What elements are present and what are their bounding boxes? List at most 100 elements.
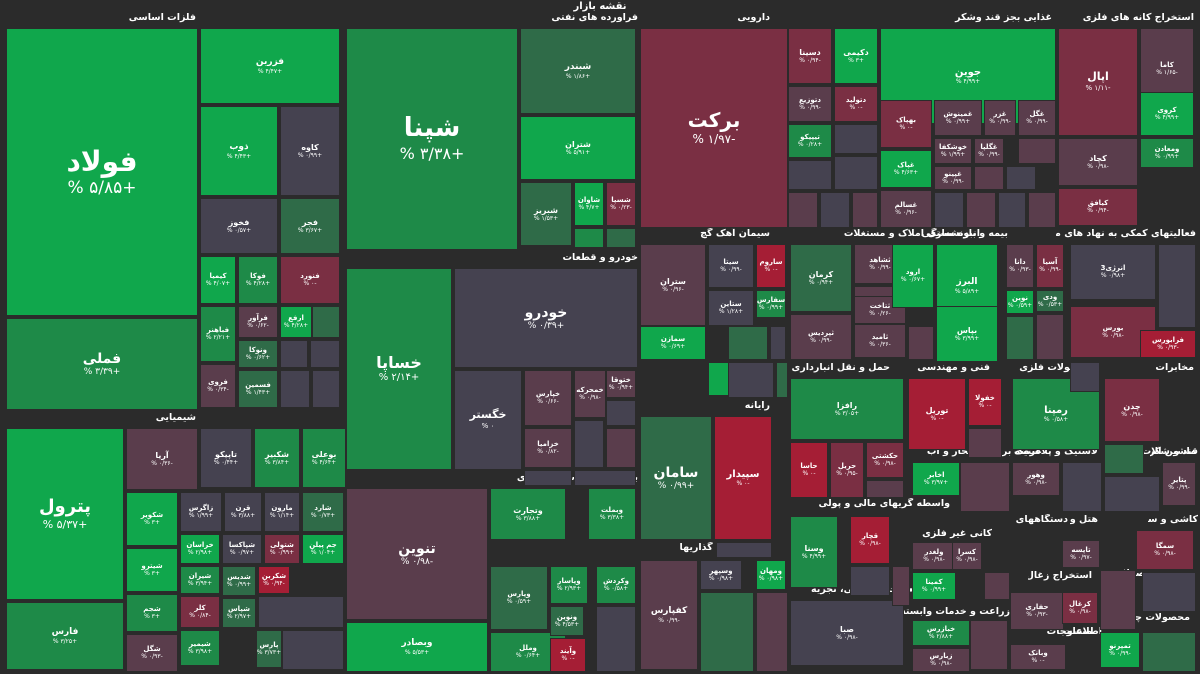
- stock-tile[interactable]: غگلپا -۰/۹۹ %: [974, 138, 1004, 164]
- stock-tile[interactable]: شگل -۰/۹۳ %: [126, 634, 178, 672]
- stock-tile[interactable]: ومعادن +۰/۹۹ %: [1140, 138, 1194, 168]
- stock-tile[interactable]: [1018, 138, 1056, 164]
- stock-tile[interactable]: وپارس +۰/۵۹ %: [490, 566, 548, 630]
- stock-tile[interactable]: دتولید -۰ %: [834, 86, 878, 122]
- stock-tile[interactable]: [1142, 572, 1196, 612]
- stock-tile[interactable]: صبا -۰/۹۸ %: [790, 600, 904, 666]
- stock-tile[interactable]: [908, 326, 934, 360]
- stock-tile[interactable]: [968, 428, 1002, 458]
- stock-tile[interactable]: بپاس +۳/۹۹ %: [936, 306, 998, 362]
- stock-tile[interactable]: [984, 572, 1010, 600]
- stock-tile[interactable]: کروی +۴/۹۹ %: [1140, 92, 1194, 136]
- stock-tile[interactable]: ولغدر -۰/۹۸ %: [912, 542, 956, 570]
- stock-tile[interactable]: ونوکا +۰/۶۲ %: [238, 340, 278, 368]
- stock-tile[interactable]: [700, 592, 754, 672]
- stock-tile[interactable]: شدیس +۰/۹۹ %: [222, 566, 256, 596]
- stock-tile[interactable]: [892, 566, 910, 606]
- stock-tile[interactable]: [280, 340, 308, 368]
- stock-tile[interactable]: تاپسه -۰/۹۷ %: [1062, 540, 1100, 568]
- stock-tile[interactable]: [1062, 462, 1102, 512]
- stock-tile[interactable]: رافزا +۳/۰۵ %: [790, 378, 904, 440]
- stock-tile[interactable]: کزغال -۰/۹۸ %: [1062, 592, 1098, 624]
- stock-tile[interactable]: وپاسار +۲/۹۳ %: [550, 566, 588, 604]
- stock-tile[interactable]: فباهنر +۲/۲۱ %: [200, 306, 236, 362]
- stock-tile[interactable]: فسمین +۱/۴۳ %: [238, 370, 278, 408]
- stock-tile[interactable]: فخوز +۰/۵۷ %: [200, 198, 278, 254]
- stock-tile[interactable]: فرابورس -۰/۹۳ %: [1140, 330, 1196, 358]
- stock-tile[interactable]: کیمیا +۴/۰۷ %: [200, 256, 236, 304]
- stock-tile[interactable]: ثپردیس -۰/۹۹ %: [790, 314, 852, 360]
- stock-tile[interactable]: مارون +۱/۱۴ %: [264, 492, 300, 532]
- stock-tile[interactable]: شیران +۳/۹۴ %: [180, 566, 220, 594]
- stock-tile[interactable]: کچاد -۰/۹۸ %: [1058, 138, 1138, 186]
- stock-tile[interactable]: غمینوش +۰/۹۹ %: [934, 100, 982, 136]
- stock-tile[interactable]: [1070, 362, 1100, 392]
- stock-tile[interactable]: پارس +۳/۷۳ %: [256, 630, 282, 668]
- stock-tile[interactable]: [974, 166, 1004, 190]
- stock-tile[interactable]: شپنا +۳/۳۸ %: [346, 28, 518, 250]
- stock-tile[interactable]: نوین +۰/۵۹ %: [1006, 290, 1034, 314]
- stock-tile[interactable]: اپال -۱/۱۱ %: [1058, 28, 1138, 136]
- stock-tile[interactable]: وبملت +۳/۳۸ %: [588, 488, 636, 540]
- stock-tile[interactable]: شیترو +۳ %: [126, 548, 178, 592]
- stock-tile[interactable]: [574, 420, 604, 468]
- stock-tile[interactable]: خگستر ۰ %: [454, 370, 522, 470]
- stock-tile[interactable]: وتجارت +۳/۸۸ %: [490, 488, 566, 540]
- stock-tile[interactable]: شسپا -۰/۲۳ %: [606, 182, 636, 226]
- stock-tile[interactable]: [1142, 632, 1196, 672]
- stock-tile[interactable]: برکت -۱/۹۷ %: [640, 28, 788, 228]
- stock-tile[interactable]: تمپرنو -۰/۹۹ %: [1100, 632, 1140, 668]
- stock-tile[interactable]: [960, 462, 1010, 512]
- stock-tile[interactable]: غپاک +۴/۶۳ %: [880, 150, 932, 188]
- stock-tile[interactable]: ستران -۰/۹۶ %: [640, 244, 706, 326]
- stock-tile[interactable]: شجم +۳ %: [126, 594, 178, 632]
- stock-tile[interactable]: وهور -۰/۹۸ %: [1012, 462, 1060, 496]
- stock-tile[interactable]: [966, 192, 996, 228]
- stock-tile[interactable]: بوعلی +۴/۶۴ %: [302, 428, 346, 488]
- stock-tile[interactable]: [788, 192, 818, 228]
- stock-tile[interactable]: [866, 480, 904, 498]
- stock-tile[interactable]: [310, 340, 340, 368]
- stock-tile[interactable]: پتایر -۰/۹۹ %: [1162, 462, 1196, 506]
- stock-tile[interactable]: [606, 400, 636, 426]
- stock-tile[interactable]: [1006, 316, 1034, 360]
- stock-tile[interactable]: فزرین +۴/۴۷ %: [200, 28, 340, 104]
- stock-tile[interactable]: شپاس +۲/۹۷ %: [222, 598, 256, 628]
- stock-tile[interactable]: غزر -۰/۹۹ %: [984, 100, 1016, 136]
- stock-tile[interactable]: شتران +۵/۹۱ %: [520, 116, 636, 180]
- stock-tile[interactable]: خراسان +۲/۹۸ %: [180, 534, 220, 564]
- stock-tile[interactable]: خوشکفا +۱/۹۹ %: [934, 138, 972, 164]
- stock-tile[interactable]: [970, 620, 1008, 670]
- stock-tile[interactable]: [596, 606, 636, 672]
- stock-tile[interactable]: ذوب +۴/۴۳ %: [200, 106, 278, 196]
- stock-tile[interactable]: [934, 192, 964, 228]
- stock-tile[interactable]: [258, 596, 344, 628]
- stock-tile[interactable]: شتولی +۰/۹۹ %: [264, 534, 300, 564]
- stock-tile[interactable]: ودی +۰/۵۳ %: [1036, 290, 1064, 312]
- stock-tile[interactable]: وسنا +۴/۹۹ %: [790, 516, 838, 588]
- stock-tile[interactable]: زبارس -۰/۹۸ %: [912, 648, 970, 672]
- stock-tile[interactable]: انرژی3 +۰/۹۸ %: [1070, 244, 1156, 300]
- stock-tile[interactable]: [834, 124, 878, 154]
- stock-tile[interactable]: حکشتی -۰/۹۸ %: [866, 442, 904, 478]
- stock-tile[interactable]: [282, 630, 344, 670]
- stock-tile[interactable]: دتوزیع -۰/۹۹ %: [788, 86, 832, 122]
- stock-tile[interactable]: [998, 192, 1026, 228]
- stock-tile[interactable]: قرن +۳/۸۸ %: [224, 492, 262, 532]
- stock-tile[interactable]: وبانک -۰ %: [1010, 644, 1066, 670]
- stock-tile[interactable]: تنوین -۰/۹۸ %: [346, 488, 488, 620]
- stock-tile[interactable]: وبصادر +۵/۵۳ %: [346, 622, 488, 672]
- stock-tile[interactable]: فارس +۳/۲۵ %: [6, 602, 124, 670]
- stock-tile[interactable]: [834, 156, 878, 190]
- stock-tile[interactable]: کفپارس -۰/۹۹ %: [640, 560, 698, 670]
- stock-tile[interactable]: کمینا +۰/۹۹ %: [912, 572, 956, 600]
- stock-tile[interactable]: آریا -۰/۳۶ %: [126, 428, 198, 490]
- stock-tile[interactable]: خپارس -۰/۶۶ %: [524, 370, 572, 426]
- stock-tile[interactable]: فنورد -۰ %: [280, 256, 340, 304]
- stock-tile[interactable]: خودرو +۰/۳۹ %: [454, 268, 638, 368]
- stock-tile[interactable]: کلر -۰/۸۴ %: [180, 596, 220, 628]
- stock-tile[interactable]: شاوان +۴/۷ %: [574, 182, 604, 226]
- stock-tile[interactable]: [280, 370, 310, 408]
- stock-tile[interactable]: غپینو -۰/۹۹ %: [934, 166, 972, 190]
- stock-tile[interactable]: خمحرکه -۰/۹۸ %: [574, 370, 606, 418]
